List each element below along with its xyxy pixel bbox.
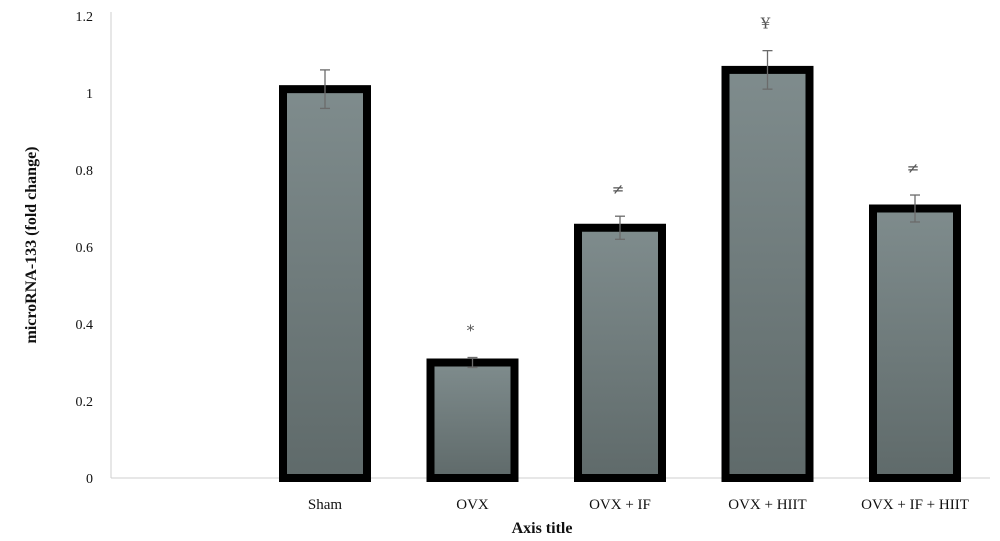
y-tick-label: 0.6 [76,241,94,256]
y-tick-label: 0.4 [76,318,94,333]
category-label: Sham [308,497,343,513]
significance-marker: * [467,321,475,339]
x-axis-title: Axis title [512,520,573,537]
category-label: OVX + IF + HIIT [861,497,969,513]
category-label: OVX [456,497,489,513]
significance-marker: ≠ [907,159,920,177]
significance-markers: * ≠ ¥ ≠ [467,15,920,340]
bar-ovx [426,358,519,482]
significance-marker: ≠ [612,180,625,198]
bars [279,65,961,483]
y-tick-label: 0.2 [76,395,94,410]
significance-marker: ¥ [760,15,771,33]
category-label: OVX + HIIT [728,497,806,513]
y-tick-label: 1 [86,87,93,102]
category-label: OVX + IF [589,497,651,513]
bar-ovx-if-hiit [869,204,961,482]
y-axis-title: microRNA-133 (fold change) [23,146,40,343]
bar-ovx-hiit [721,65,814,483]
y-tick-labels: 0 0.2 0.4 0.6 0.8 1 1.2 [76,10,94,487]
error-bars [320,50,920,369]
category-labels: Sham OVX OVX + IF OVX + HIIT OVX + IF + HIIT [308,497,969,513]
y-tick-label: 0.8 [76,164,94,179]
bar-ovx-if [574,223,666,482]
y-tick-label: 1.2 [76,10,94,25]
bar-sham [279,85,371,483]
y-tick-label: 0 [86,472,93,487]
